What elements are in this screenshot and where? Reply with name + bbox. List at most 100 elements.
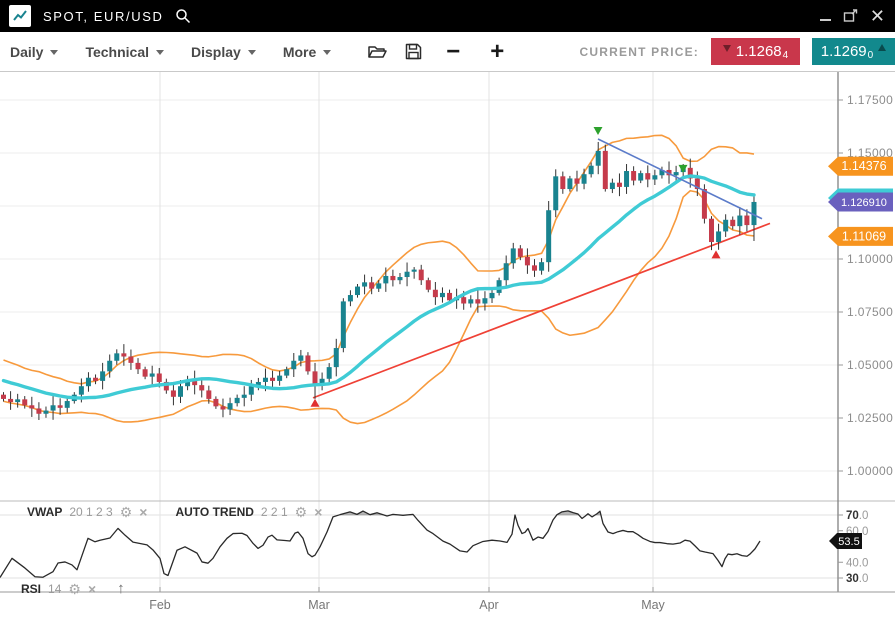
chart-area: 1.17500 1.15000 1.10000 1.07500 1.05000 1.025… [0,72,895,620]
menu-technical[interactable]: Technical [85,44,165,60]
menu-display[interactable]: Display [191,44,256,60]
candle [411,267,417,279]
popout-icon[interactable] [843,9,858,23]
candle [29,396,35,417]
candle [432,282,438,305]
autotrend-settings-gear-icon[interactable]: ⚙ [294,504,308,520]
candle [43,406,49,418]
candle [390,269,396,287]
candle [355,284,360,298]
candle [185,375,191,391]
axes-layer: 1.17500 1.15000 1.10000 1.07500 1.05000 1.025… [0,72,895,612]
candle [602,144,608,192]
vwap-remove-icon[interactable]: × [139,504,148,520]
minimize-icon[interactable] [819,19,831,21]
candle [376,280,382,292]
bid-price-pip: 4 [782,50,789,61]
rsi-panel-layer [0,500,895,579]
candle [673,165,679,182]
candle [22,396,28,409]
candle [737,207,743,235]
candle [730,216,736,230]
rsi-value-badge-text: 53.5 [838,536,859,548]
bollinger-lower-band [3,189,755,425]
candle [142,366,148,380]
candle [588,162,594,178]
candle [524,248,530,274]
rsi-line [0,510,761,578]
candle [709,216,714,251]
candle [298,349,304,367]
candle [567,175,573,192]
candle [170,381,176,406]
candle [439,287,445,303]
rsi-value-badge [829,532,862,549]
auto-trend-line[interactable] [312,222,771,399]
candle [645,165,651,188]
candle [284,366,290,379]
ask-price-badge: 1.1269 0 [812,38,895,65]
candle [85,372,91,392]
candle [574,170,580,192]
band-price-axis-badge [828,156,893,176]
candle [581,168,587,190]
candle [418,264,424,285]
rsi-tick-label: 70.0 [846,510,868,522]
candle [100,362,106,390]
candle [369,276,375,295]
month-label: Apr [479,598,498,612]
current-price-block: CURRENT PRICE: 1.1268 4 1.1269 0 [580,38,895,65]
candle [609,178,615,194]
candle [57,398,63,415]
current-price-label: CURRENT PRICE: [579,44,699,59]
candle [255,377,261,391]
rsi-settings-gear-icon[interactable]: ⚙ [68,580,81,597]
zoom-in-button[interactable]: + [490,37,505,65]
candle [397,272,403,285]
candle [8,391,14,410]
rsi-move-up-icon[interactable]: ↑ [117,580,125,597]
candle [15,393,21,408]
candle [220,398,226,418]
menu-more[interactable]: More [282,43,332,60]
vwap-params: 20 1 2 3 [69,505,113,519]
search-icon[interactable] [175,8,191,24]
candle [340,298,346,353]
band-price-axis-badge-text: 1.14376 [841,159,886,173]
zoom-out-button[interactable]: − [446,37,461,65]
candle [510,242,516,269]
candle [107,354,113,378]
candle [624,164,630,194]
candle [546,201,552,272]
trend-line-layer [312,222,771,399]
vwap-line [1,174,756,400]
candle [121,344,127,366]
price-chart-canvas[interactable]: 1.17500 1.15000 1.10000 1.07500 1.05000 1.025… [0,72,895,620]
save-icon[interactable] [405,43,422,60]
candle [716,223,722,250]
app-logo-icon [9,5,31,27]
folder-open-icon[interactable] [367,44,388,60]
grid-layer [0,72,838,592]
close-icon[interactable]: ✕ [869,6,885,26]
candle [312,362,318,399]
band-price-axis-badge [828,226,893,246]
price-badge-layer: 1.14376 1.126910 1.11069 53.5 [828,156,893,549]
candle [163,378,169,394]
overlay-lines-layer [1,138,763,400]
candle [638,170,644,184]
month-label: Feb [149,598,171,612]
ask-price-pip: 0 [867,50,874,61]
autotrend-remove-icon[interactable]: × [314,504,323,520]
menu-more-label: More [282,43,317,60]
autotrend-params: 2 2 1 [260,505,288,519]
menu-daily[interactable]: Daily [10,44,59,60]
candle [291,353,297,377]
arrow-up-icon [878,44,887,51]
vwap-settings-gear-icon[interactable]: ⚙ [119,504,133,520]
overlay-indicator-labels: VWAP 20 1 2 3 ⚙ × AUTO TREND 2 2 1 ⚙ × [27,505,322,519]
auto-trend-resistance-line[interactable] [597,138,763,220]
candle [553,169,559,218]
candle [114,349,120,365]
rsi-remove-icon[interactable]: × [87,580,97,597]
